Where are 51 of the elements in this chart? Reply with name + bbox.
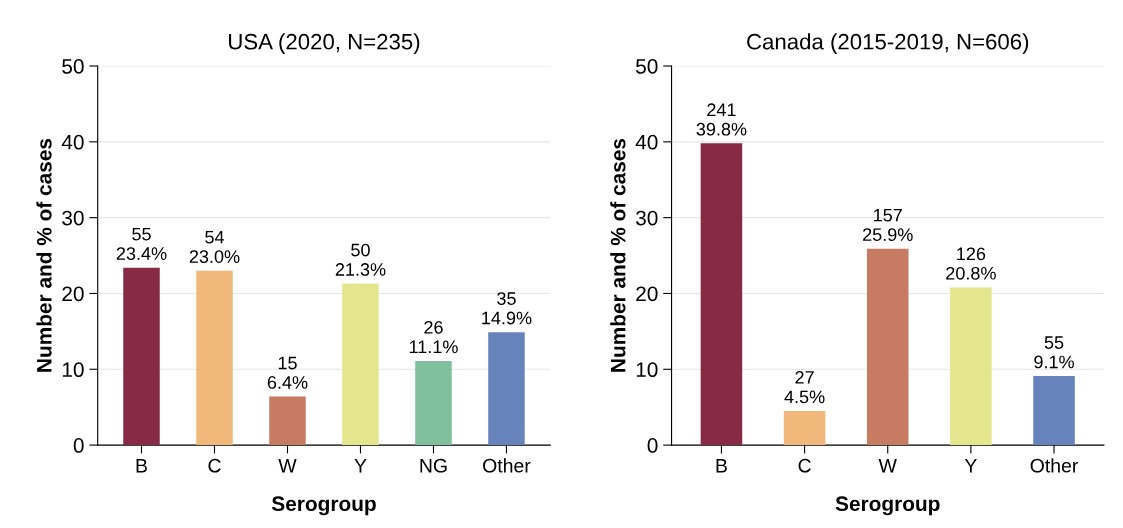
- bar: [950, 287, 992, 446]
- x-tick-label: B: [136, 459, 147, 473]
- bar: [866, 248, 909, 446]
- y-tick-label: 50: [636, 59, 658, 74]
- y-axis-title: Number and % of cases: [36, 138, 52, 372]
- y-tick-label: 40: [635, 134, 658, 150]
- x-tick-label: W: [278, 459, 297, 473]
- data-label: 35 14.9%: [482, 292, 532, 325]
- y-tick-label: 50: [62, 59, 84, 74]
- x-tick-label: W: [878, 459, 897, 473]
- y-tick-label: 0: [73, 438, 84, 453]
- data-label: 26 11.1%: [409, 320, 458, 354]
- y-tick-label: 10: [636, 362, 658, 378]
- y-tick-label: 30: [62, 210, 84, 226]
- bar: [783, 410, 826, 446]
- y-axis-title: Number and % of cases: [610, 138, 626, 372]
- x-tick-label: C: [208, 458, 221, 473]
- bar: [342, 283, 379, 446]
- chart-title: Canada (2015-2019, N=606): [747, 33, 1029, 54]
- bar: [196, 270, 233, 446]
- data-label: 50 21.3%: [335, 243, 386, 276]
- x-tick-label: Other: [483, 458, 531, 473]
- x-tick-label: Y: [964, 459, 977, 473]
- x-tick-label: B: [716, 459, 727, 473]
- x-axis-title: Serogroup: [271, 496, 376, 516]
- data-label: 15 6.4%: [267, 356, 308, 389]
- chart-title: USA (2020, N=235): [229, 33, 420, 54]
- bar: [269, 396, 306, 446]
- y-tick-label: 20: [62, 286, 84, 302]
- y-tick-label: 0: [647, 438, 658, 453]
- x-axis-title: Serogroup: [835, 496, 940, 516]
- bar: [488, 332, 525, 446]
- data-label: 27 4.5%: [784, 371, 825, 404]
- x-tick-label: Other: [1030, 458, 1079, 473]
- y-tick-label: 40: [61, 134, 84, 150]
- bar: [123, 267, 160, 446]
- y-tick-label: 30: [635, 210, 658, 226]
- y-tick-label: 10: [62, 362, 84, 378]
- bar: [415, 360, 452, 446]
- data-label: 55 9.1%: [1034, 336, 1074, 369]
- data-label: 55 23.4%: [116, 227, 167, 260]
- data-label: 54 23.0%: [189, 230, 240, 263]
- data-label: 241 39.8%: [696, 103, 747, 136]
- bar: [700, 143, 743, 446]
- x-tick-label: Y: [354, 459, 367, 473]
- data-label: 126 20.8%: [946, 247, 996, 280]
- y-tick-label: 20: [636, 286, 658, 302]
- x-tick-label: NG: [420, 458, 447, 473]
- bar: [1033, 376, 1075, 446]
- data-label: 157 25.9%: [863, 208, 913, 241]
- x-tick-label: C: [798, 458, 811, 473]
